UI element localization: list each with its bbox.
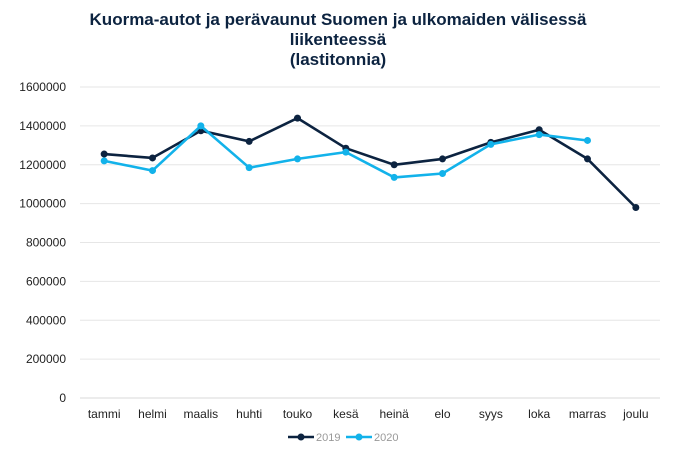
y-tick-label: 1400000	[19, 119, 66, 133]
data-point-2020	[535, 131, 543, 139]
y-tick-label: 200000	[26, 352, 66, 366]
y-tick-label: 1600000	[19, 80, 66, 94]
data-point-2019	[149, 154, 156, 162]
x-tick-label: touko	[283, 407, 313, 421]
data-point-2020	[197, 122, 205, 130]
data-point-2020	[149, 167, 156, 175]
x-tick-label: loka	[528, 407, 550, 421]
data-point-2019	[245, 137, 253, 145]
data-point-2020	[439, 169, 446, 177]
series-line-2019	[104, 116, 637, 209]
data-point-2020	[294, 155, 301, 163]
data-point-2020	[245, 164, 253, 172]
data-point-2019	[584, 155, 591, 163]
x-tick-label: kesä	[333, 407, 359, 421]
y-tick-label: 1000000	[19, 197, 66, 211]
chart-title-line-3: (lastitonnia)	[289, 50, 387, 69]
legend-marker-2019	[297, 433, 305, 441]
chart-title-line-1: Kuorma-autot ja perävaunut Suomen ja ulk…	[89, 10, 587, 29]
x-tick-label: joulu	[622, 407, 648, 421]
data-point-2020	[487, 140, 495, 148]
x-tick-label: tammi	[88, 407, 121, 421]
data-point-2020	[390, 173, 398, 181]
y-tick-label: 800000	[26, 236, 66, 250]
data-point-2019	[390, 161, 398, 169]
x-tick-label: helmi	[138, 407, 167, 421]
legend-label: 2019	[316, 432, 340, 444]
data-point-2020	[584, 136, 591, 144]
x-tick-label: syys	[479, 407, 503, 421]
data-point-2019	[294, 114, 301, 122]
data-point-2019	[535, 126, 543, 134]
x-tick-label: maalis	[183, 407, 218, 421]
data-point-2019	[632, 204, 640, 212]
x-tick-label: heinä	[379, 407, 409, 421]
x-tick-label: marras	[569, 407, 606, 421]
y-tick-label: 600000	[26, 274, 66, 288]
legend-label: 2020	[374, 432, 398, 444]
x-tick-label: elo	[434, 407, 450, 421]
y-tick-label: 1200000	[19, 158, 66, 172]
data-point-2020	[342, 148, 350, 156]
y-tick-label: 400000	[26, 313, 66, 327]
data-point-2020	[100, 157, 108, 165]
chart-title-line-2: liikenteessä	[289, 30, 387, 49]
legend-marker-2020	[355, 433, 363, 441]
data-point-2019	[100, 150, 108, 158]
y-tick-label: 0	[59, 391, 66, 405]
x-tick-label: huhti	[236, 407, 262, 421]
data-point-2019	[439, 155, 446, 163]
